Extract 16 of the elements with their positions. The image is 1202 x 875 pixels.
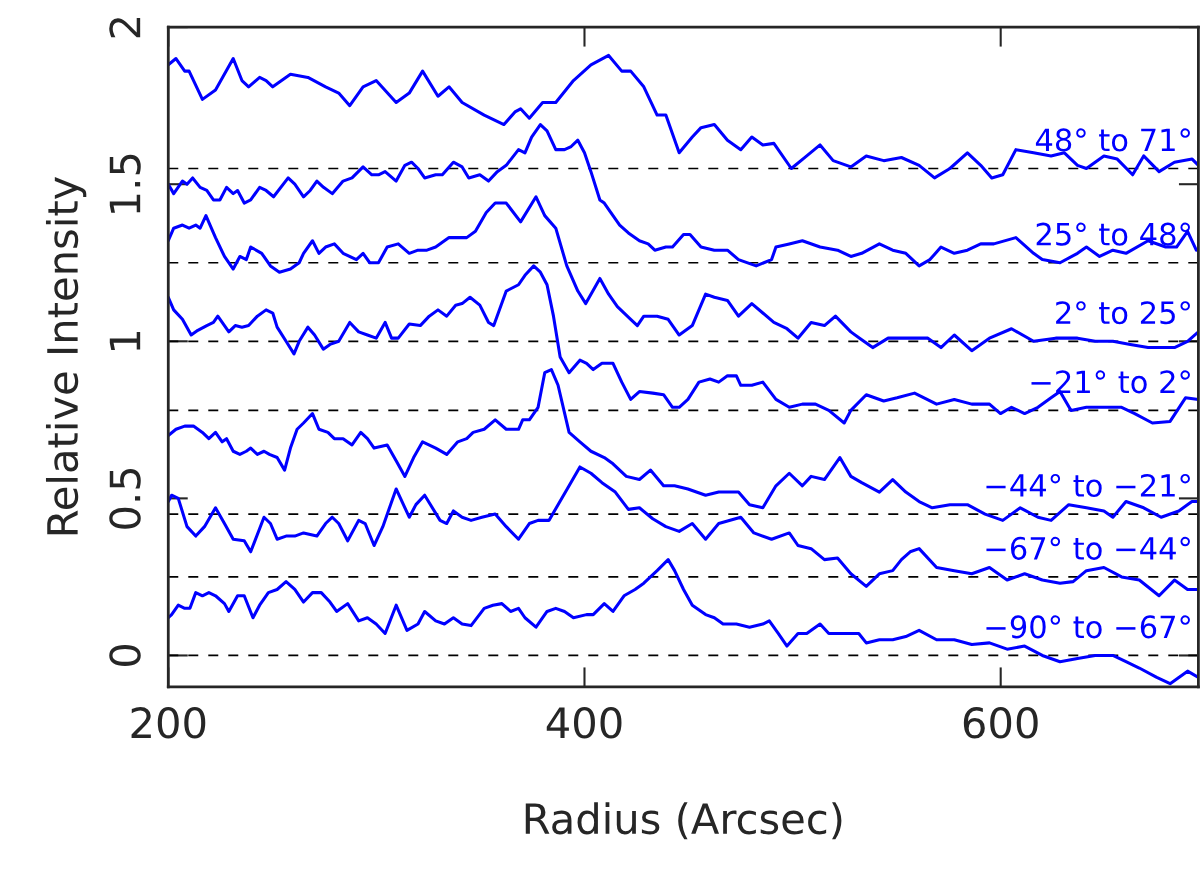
y-tick-label: 1.5 bbox=[109, 154, 141, 213]
series-label: 2° to 25° bbox=[1056, 301, 1190, 325]
y-tick-label: 2 bbox=[109, 18, 141, 38]
series-label: −67° to −44° bbox=[986, 536, 1190, 560]
y-tick-label: 0 bbox=[109, 644, 141, 666]
series-label: 48° to 71° bbox=[1035, 128, 1190, 152]
x-axis-title: Radius (Arcsec) bbox=[525, 802, 842, 840]
series-label: −90° to −67° bbox=[986, 615, 1190, 639]
series-label: −21° to 2° bbox=[1031, 370, 1190, 394]
x-tick-label: 400 bbox=[546, 707, 622, 739]
y-axis-title: Relative Intensity bbox=[45, 176, 87, 535]
y-tick-label: 1 bbox=[109, 331, 141, 350]
x-tick-label: 600 bbox=[963, 707, 1038, 739]
series-label: −44° to −21° bbox=[986, 473, 1190, 498]
x-tick-label: 200 bbox=[131, 707, 206, 739]
y-tick-label: 0.5 bbox=[109, 468, 141, 529]
